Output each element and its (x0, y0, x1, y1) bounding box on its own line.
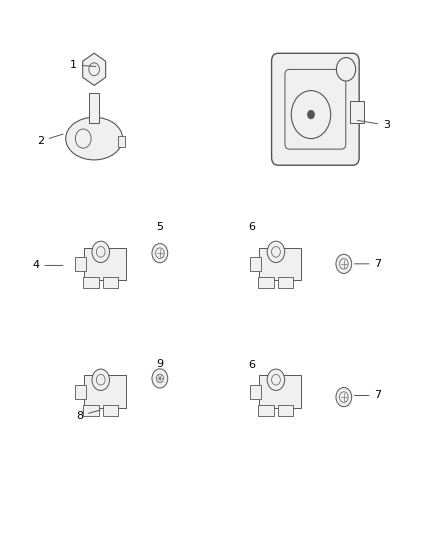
FancyBboxPatch shape (83, 405, 99, 416)
Text: 9: 9 (156, 359, 163, 369)
Text: 3: 3 (357, 120, 390, 130)
FancyBboxPatch shape (103, 277, 118, 288)
Circle shape (92, 241, 110, 263)
Circle shape (307, 110, 314, 119)
Circle shape (336, 254, 352, 273)
Text: 6: 6 (248, 360, 255, 370)
Circle shape (267, 369, 285, 390)
FancyBboxPatch shape (118, 136, 125, 147)
FancyBboxPatch shape (350, 101, 364, 123)
Text: 5: 5 (156, 222, 163, 232)
FancyBboxPatch shape (83, 277, 99, 288)
Text: 6: 6 (248, 222, 255, 232)
Ellipse shape (66, 117, 123, 160)
FancyBboxPatch shape (250, 257, 261, 271)
Circle shape (152, 369, 168, 388)
FancyBboxPatch shape (84, 247, 126, 280)
FancyBboxPatch shape (258, 405, 274, 416)
Circle shape (267, 241, 285, 263)
Circle shape (336, 58, 356, 81)
FancyBboxPatch shape (75, 385, 86, 399)
Text: 7: 7 (354, 391, 381, 400)
FancyBboxPatch shape (259, 375, 301, 408)
Circle shape (92, 369, 110, 390)
Text: 2: 2 (37, 134, 63, 146)
FancyBboxPatch shape (250, 385, 261, 399)
Circle shape (152, 244, 168, 263)
FancyBboxPatch shape (75, 257, 86, 271)
Text: 4: 4 (32, 261, 63, 270)
FancyBboxPatch shape (258, 277, 274, 288)
FancyBboxPatch shape (272, 53, 359, 165)
FancyBboxPatch shape (278, 405, 293, 416)
Text: 7: 7 (354, 259, 381, 269)
FancyBboxPatch shape (278, 277, 293, 288)
FancyBboxPatch shape (89, 93, 99, 123)
FancyBboxPatch shape (103, 405, 118, 416)
FancyBboxPatch shape (259, 247, 301, 280)
Circle shape (336, 387, 352, 407)
Text: 1: 1 (70, 60, 96, 70)
Text: 8: 8 (76, 410, 100, 421)
FancyBboxPatch shape (84, 375, 126, 408)
